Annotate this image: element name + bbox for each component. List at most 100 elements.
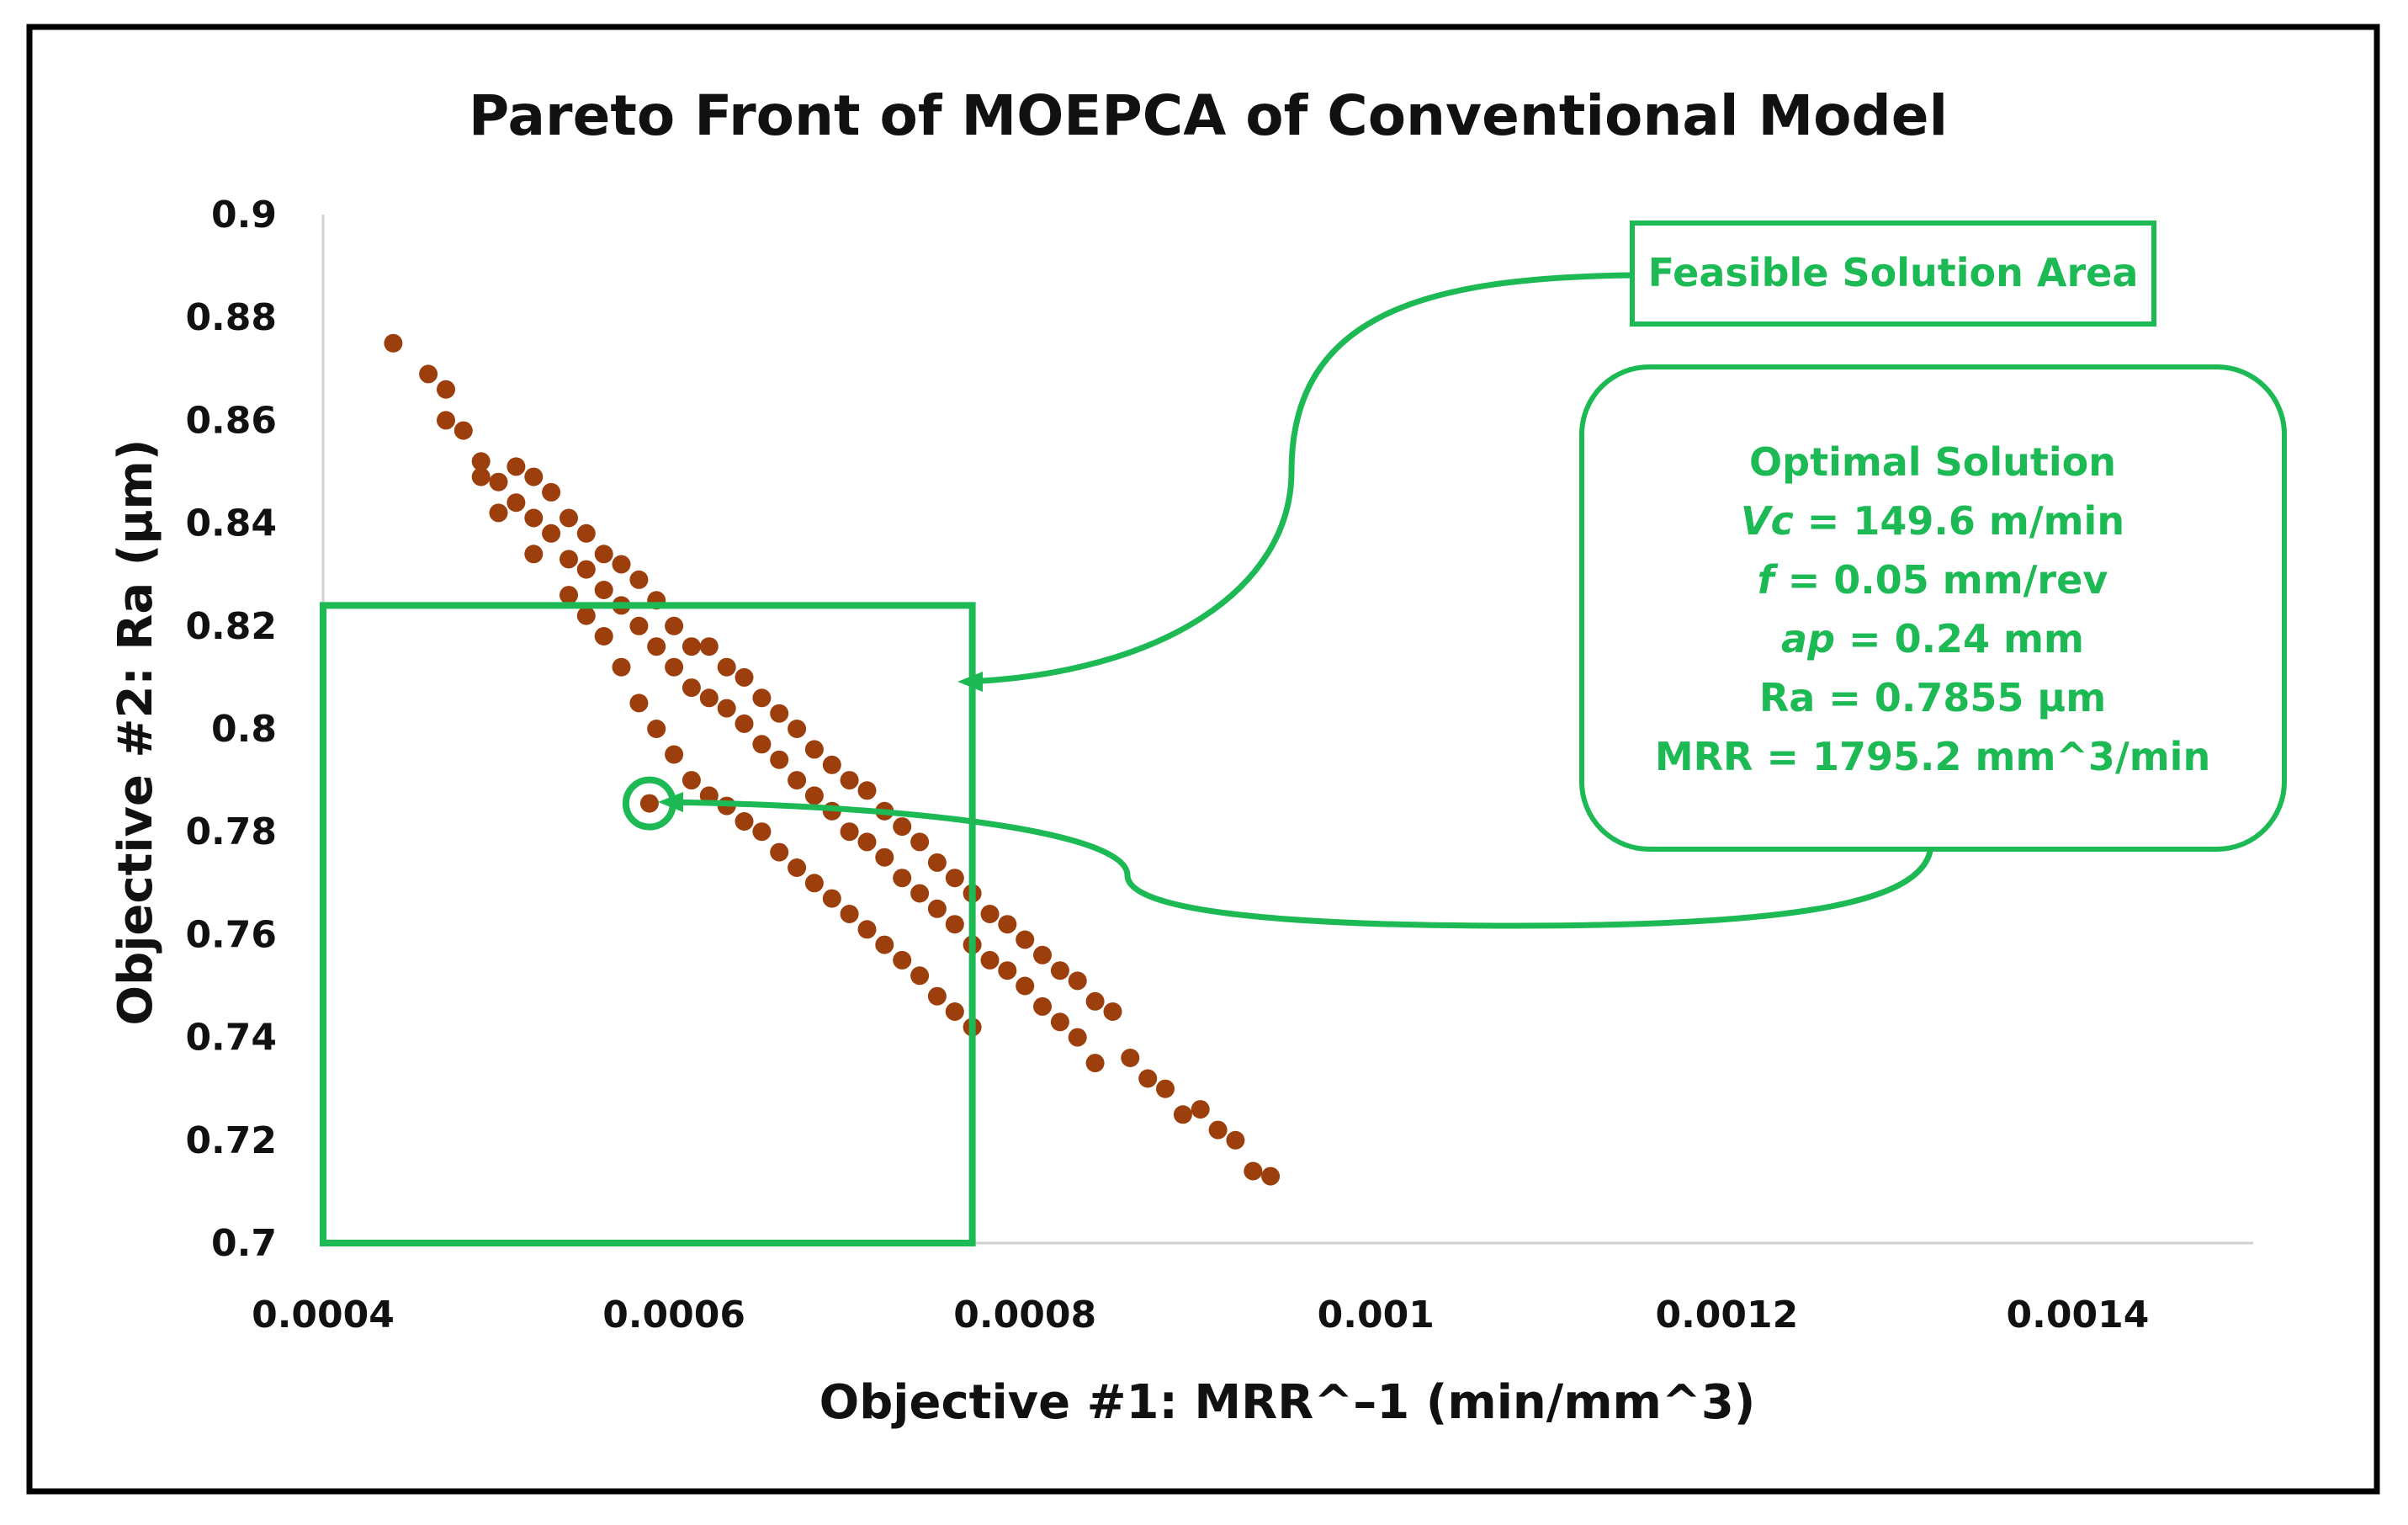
y-axis-title: Objective #2: Ra (μm) xyxy=(109,439,163,1026)
data-point xyxy=(1244,1161,1263,1181)
y-tick-label: 0.86 xyxy=(185,399,277,442)
data-point xyxy=(804,786,824,805)
data-point xyxy=(647,720,666,738)
y-tick-label: 0.9 xyxy=(211,194,277,236)
data-point xyxy=(489,472,508,492)
data-point xyxy=(788,771,807,790)
data-point xyxy=(542,482,561,502)
data-point xyxy=(699,637,719,656)
optimal-mrr-line: MRR = 1795.2 mm^3/min xyxy=(1655,734,2210,779)
x-tick-label: 0.0008 xyxy=(953,1294,1096,1336)
data-point xyxy=(1033,945,1052,964)
data-point xyxy=(840,822,859,842)
data-point xyxy=(682,678,701,698)
data-point xyxy=(560,508,578,528)
data-point xyxy=(945,869,964,888)
data-point xyxy=(770,842,789,862)
data-point xyxy=(507,493,526,513)
data-point xyxy=(804,740,824,759)
y-tick-label: 0.72 xyxy=(185,1119,277,1162)
data-point xyxy=(735,812,754,831)
data-point xyxy=(980,905,1000,923)
data-point xyxy=(507,457,526,476)
data-point xyxy=(804,874,824,893)
y-tick-label: 0.76 xyxy=(185,913,277,956)
data-point xyxy=(980,950,1000,970)
data-point xyxy=(524,467,544,486)
data-point xyxy=(910,966,930,986)
data-point xyxy=(998,961,1017,980)
data-point xyxy=(893,817,912,837)
data-point xyxy=(1068,1028,1087,1047)
ap-variable: ap xyxy=(1781,616,1835,662)
data-point xyxy=(857,832,877,852)
data-point xyxy=(576,560,596,579)
data-point xyxy=(910,832,930,852)
feasible-area-connector xyxy=(967,272,1633,685)
optimal-f-line: f = 0.05 mm/rev xyxy=(1758,557,2108,603)
y-tick-label: 0.84 xyxy=(185,502,277,545)
data-point xyxy=(840,771,859,790)
optimal-ra-line: Ra = 0.7855 μm xyxy=(1759,675,2106,720)
data-point xyxy=(471,452,491,471)
data-point xyxy=(453,421,473,440)
data-point xyxy=(1173,1105,1192,1124)
data-point xyxy=(910,884,930,903)
data-point xyxy=(471,467,491,486)
data-point xyxy=(752,688,772,708)
data-point xyxy=(1016,930,1035,949)
data-point xyxy=(1033,996,1052,1016)
data-point xyxy=(594,627,613,646)
data-point xyxy=(1085,1054,1105,1073)
data-point xyxy=(893,950,912,970)
data-point xyxy=(437,411,455,430)
x-tick-label: 0.0014 xyxy=(2007,1294,2150,1336)
optimal-arrowhead xyxy=(658,792,683,812)
data-point xyxy=(945,1002,964,1021)
feasible-area-label: Feasible Solution Area xyxy=(1648,250,2139,295)
data-point xyxy=(647,637,666,656)
data-point xyxy=(629,693,649,713)
optimal-data-point xyxy=(639,794,659,813)
optimal-vc-line: Vc = 149.6 m/min xyxy=(1741,498,2124,544)
data-point xyxy=(1016,976,1035,996)
data-point xyxy=(1156,1079,1175,1098)
y-tick-labels: 0.7 0.72 0.74 0.76 0.78 0.8 0.82 0.84 0.86 0.88 0.… xyxy=(185,194,277,1265)
data-point xyxy=(1138,1069,1158,1088)
feasible-area-label-box xyxy=(1630,221,2156,327)
data-point xyxy=(594,545,613,564)
f-value: = 0.05 mm/rev xyxy=(1774,557,2108,603)
data-point xyxy=(542,523,561,543)
data-point xyxy=(788,858,807,877)
data-point xyxy=(665,745,684,764)
data-point xyxy=(752,822,772,842)
data-point xyxy=(629,570,649,589)
data-point xyxy=(735,714,754,733)
y-tick-label: 0.74 xyxy=(185,1017,277,1060)
data-point xyxy=(524,508,544,528)
data-point xyxy=(629,616,649,635)
data-point xyxy=(752,735,772,754)
data-point xyxy=(822,755,841,774)
data-point xyxy=(699,688,719,708)
data-point xyxy=(998,915,1017,934)
feasible-region-rect xyxy=(320,602,976,1246)
data-point xyxy=(1068,971,1087,991)
y-tick-label: 0.8 xyxy=(211,708,277,751)
data-point xyxy=(419,364,438,384)
data-point xyxy=(489,503,508,523)
data-point xyxy=(893,869,912,888)
data-point xyxy=(1085,991,1105,1011)
data-point xyxy=(1121,1049,1140,1067)
data-point xyxy=(927,986,947,1006)
data-point xyxy=(384,333,403,353)
y-tick-label: 0.78 xyxy=(185,810,277,853)
data-point xyxy=(822,889,841,908)
data-point xyxy=(1261,1166,1281,1186)
x-tick-label: 0.0006 xyxy=(602,1294,745,1336)
data-point xyxy=(735,667,754,687)
data-point xyxy=(857,920,877,939)
optimal-heading: Optimal Solution xyxy=(1749,439,2116,485)
